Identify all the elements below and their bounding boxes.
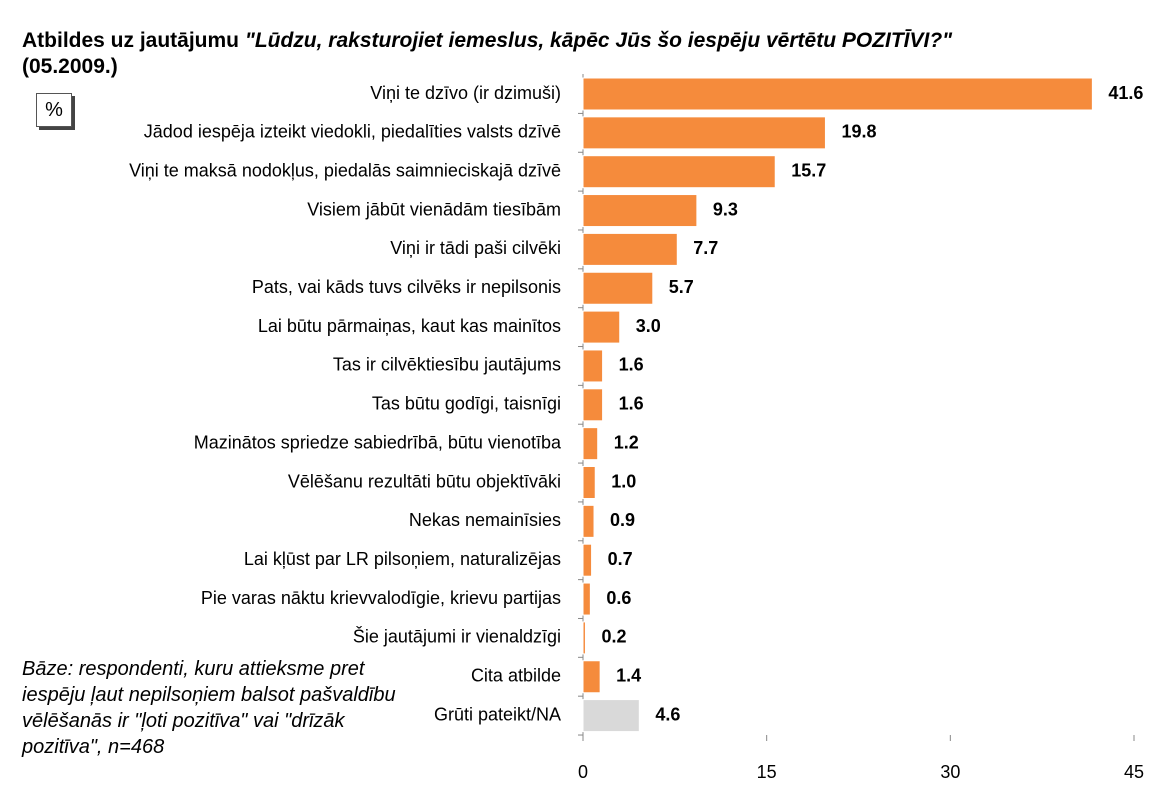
bar xyxy=(582,116,826,150)
unit-box: % xyxy=(36,93,72,127)
value-label: 0.9 xyxy=(610,510,635,530)
category-label: Lai būtu pārmaiņas, kaut kas mainītos xyxy=(258,316,561,336)
category-label: Tas ir cilvēktiesību jautājums xyxy=(333,355,561,375)
value-label: 5.7 xyxy=(669,277,694,297)
bar xyxy=(582,466,596,499)
x-tick-label: 15 xyxy=(757,762,777,782)
value-label: 7.7 xyxy=(693,238,718,258)
category-label: Mazinātos spriedze sabiedrībā, būtu vien… xyxy=(194,432,562,452)
bar xyxy=(582,621,586,655)
value-label: 4.6 xyxy=(655,704,680,724)
category-label: Pats, vai kāds tuvs cilvēks ir nepilsoni… xyxy=(252,277,561,297)
category-label: Cita atbilde xyxy=(471,666,561,686)
value-label: 0.6 xyxy=(606,588,631,608)
bar xyxy=(582,427,599,461)
bar xyxy=(582,543,593,577)
value-label: 3.0 xyxy=(636,316,661,336)
value-label: 1.4 xyxy=(616,666,641,686)
category-label: Viņi ir tādi paši cilvēki xyxy=(390,238,561,258)
bar xyxy=(582,155,776,189)
bar xyxy=(582,232,678,266)
value-label: 15.7 xyxy=(791,160,826,180)
title-prefix: Atbildes uz jautājumu xyxy=(22,29,240,52)
bar xyxy=(582,194,698,228)
bar xyxy=(582,660,601,694)
chart-title: Atbildes uz jautājumu "Lūdzu, raksturoji… xyxy=(22,28,1032,80)
title-date: (05.2009.) xyxy=(22,55,118,78)
value-label: 1.6 xyxy=(619,355,644,375)
bar xyxy=(582,271,654,305)
value-label: 1.2 xyxy=(614,432,639,452)
bar xyxy=(582,699,640,733)
category-label: Lai kļūst par LR pilsoņiem, naturalizēja… xyxy=(244,549,561,569)
category-label: Grūti pateikt/NA xyxy=(434,704,561,724)
bar xyxy=(582,77,1093,111)
base-note: Bāze: respondenti, kuru attieksme pret i… xyxy=(22,658,396,758)
bar xyxy=(582,582,591,616)
category-label: Jādod iespēja izteikt viedokli, piedalīt… xyxy=(144,122,561,142)
category-label: Viņi te maksā nodokļus, piedalās saimnie… xyxy=(129,160,561,180)
category-label: Nekas nemainīsies xyxy=(409,510,561,530)
bar xyxy=(582,388,604,422)
bar xyxy=(582,504,595,538)
category-label: Vēlēšanu rezultāti būtu objektīvāki xyxy=(288,471,561,491)
value-label: 19.8 xyxy=(841,122,876,142)
category-label: Šie jautājumi ir vienaldzīgi xyxy=(353,626,561,647)
value-label: 41.6 xyxy=(1108,83,1143,103)
value-label: 1.6 xyxy=(619,394,644,414)
value-label: 9.3 xyxy=(713,199,738,219)
value-label: 0.7 xyxy=(608,549,633,569)
bar xyxy=(582,349,604,383)
category-label: Pie varas nāktu krievvalodīgie, krievu p… xyxy=(201,588,561,608)
category-label: Visiem jābūt vienādām tiesībām xyxy=(307,199,561,219)
category-label: Viņi te dzīvo (ir dzimuši) xyxy=(370,83,561,103)
x-tick-label: 45 xyxy=(1124,762,1144,782)
value-label: 1.0 xyxy=(611,471,636,491)
x-tick-label: 0 xyxy=(578,762,588,782)
x-tick-label: 30 xyxy=(940,762,960,782)
category-label: Tas būtu godīgi, taisnīgi xyxy=(372,394,561,414)
title-question: "Lūdzu, raksturojiet iemeslus, kāpēc Jūs… xyxy=(244,29,953,52)
value-label: 0.2 xyxy=(601,627,626,647)
bar xyxy=(582,310,621,344)
